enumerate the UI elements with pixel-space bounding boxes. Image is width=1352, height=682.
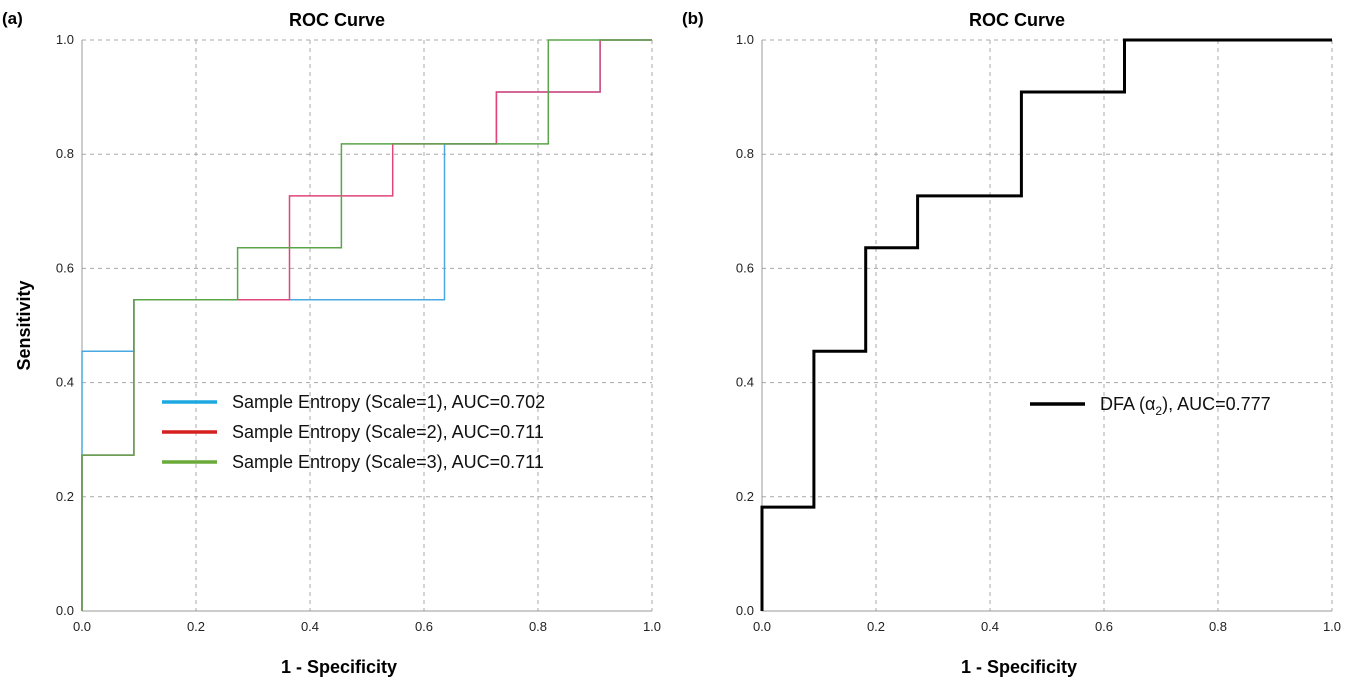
x-axis-title: 1 - Specificity: [281, 657, 397, 677]
y-tick-label: 0.6: [736, 260, 754, 275]
y-tick-label: 0.2: [736, 489, 754, 504]
y-tick-label: 0.0: [736, 603, 754, 618]
roc-series-line: [760, 38, 1332, 611]
x-tick-label: 0.8: [529, 619, 547, 634]
x-tick-label: 0.8: [1209, 619, 1227, 634]
y-tick-label: 0.8: [56, 146, 74, 161]
roc-panel-b: (b) ROC Curve 0.0 0.2 0.4 0.6 0.8 1.0 0.0 0.2 0.4 0…: [682, 9, 1341, 677]
x-tick-label: 1.0: [643, 619, 661, 634]
legend-label: DFA (α2), AUC=0.777: [1100, 394, 1271, 418]
y-tick-label: 0.6: [56, 260, 74, 275]
x-tick-label: 0.4: [981, 619, 999, 634]
roc-series-line: [81, 39, 652, 611]
panel-label: (b): [682, 9, 704, 28]
legend-label: Sample Entropy (Scale=2), AUC=0.711: [232, 422, 544, 442]
chart-title: ROC Curve: [289, 10, 385, 30]
legend-label-text: Sample Entropy (Scale=2), AUC=0.711: [232, 422, 544, 442]
x-tick-label: 0.6: [415, 619, 433, 634]
legend-label-text: Sample Entropy (Scale=1), AUC=0.702: [232, 392, 545, 412]
roc-series-line: [81, 39, 652, 611]
y-axis-title: Sensitivity: [14, 280, 34, 370]
x-tick-label: 0.4: [301, 619, 319, 634]
roc-panel-a: (a) ROC Curve 0.0 0.2 0.4 0.6 0.8 1.0 0.0 0.2 0.4 0…: [2, 9, 661, 677]
panel-label: (a): [2, 9, 23, 28]
legend-label-subscript: 2: [1155, 404, 1162, 418]
legend-label-text: DFA (α: [1100, 394, 1155, 414]
y-tick-label: 0.8: [736, 146, 754, 161]
roc-series-line: [81, 39, 652, 611]
y-tick-label: 0.0: [56, 603, 74, 618]
y-tick-label: 0.2: [56, 489, 74, 504]
x-tick-label: 0.0: [73, 619, 91, 634]
x-tick-label: 0.0: [753, 619, 771, 634]
x-tick-label: 0.2: [867, 619, 885, 634]
y-tick-label: 0.4: [56, 375, 74, 390]
y-tick-label: 0.4: [736, 375, 754, 390]
y-tick-label: 1.0: [736, 32, 754, 47]
legend-label: Sample Entropy (Scale=1), AUC=0.702: [232, 392, 545, 412]
x-axis-title: 1 - Specificity: [961, 657, 1077, 677]
chart-title: ROC Curve: [969, 10, 1065, 30]
legend-label-suffix: ), AUC=0.777: [1162, 394, 1271, 414]
legend-label: Sample Entropy (Scale=3), AUC=0.711: [232, 452, 544, 472]
x-tick-label: 0.2: [187, 619, 205, 634]
y-tick-label: 1.0: [56, 32, 74, 47]
x-tick-label: 0.6: [1095, 619, 1113, 634]
legend-label-text: Sample Entropy (Scale=3), AUC=0.711: [232, 452, 544, 472]
x-tick-label: 1.0: [1323, 619, 1341, 634]
